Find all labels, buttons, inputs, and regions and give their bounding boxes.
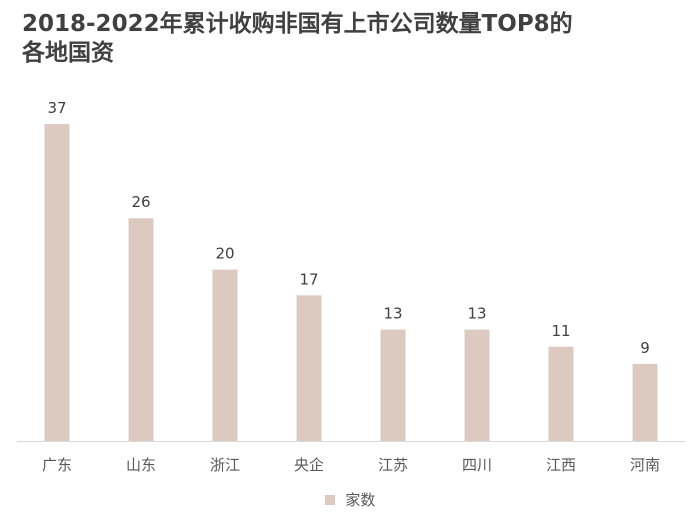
bar-2 [128,218,154,441]
x-tick-label-2: 山东 [126,456,156,474]
bar-5 [380,329,406,441]
chart-title: 2018-2022年累计收购非国有上市公司数量TOP8的各地国资 [22,11,573,66]
data-label-5: 13 [383,305,402,323]
data-label-2: 26 [131,193,150,211]
legend-swatch [324,494,335,505]
x-tick-label-7: 江西 [546,456,576,474]
x-tick-label-1: 广东 [42,456,72,474]
bar-3 [212,269,238,441]
x-tick-label-4: 央企 [294,456,324,474]
data-label-7: 11 [551,322,570,340]
bar-4 [296,295,322,441]
x-tick-label-8: 河南 [630,456,660,474]
chart-legend: 家数 [0,489,700,510]
bar-6 [464,329,490,441]
data-label-3: 20 [215,245,234,263]
x-tick-label-5: 江苏 [378,456,408,474]
bar-7 [548,346,574,441]
x-tick-label-6: 四川 [462,456,492,474]
data-label-8: 9 [640,339,650,357]
data-label-1: 37 [47,99,66,117]
bar-1 [44,124,70,441]
bar-8 [632,363,658,441]
data-label-6: 13 [467,305,486,323]
x-tick-label-3: 浙江 [210,456,240,474]
data-label-4: 17 [299,270,318,288]
legend-label: 家数 [345,491,376,509]
